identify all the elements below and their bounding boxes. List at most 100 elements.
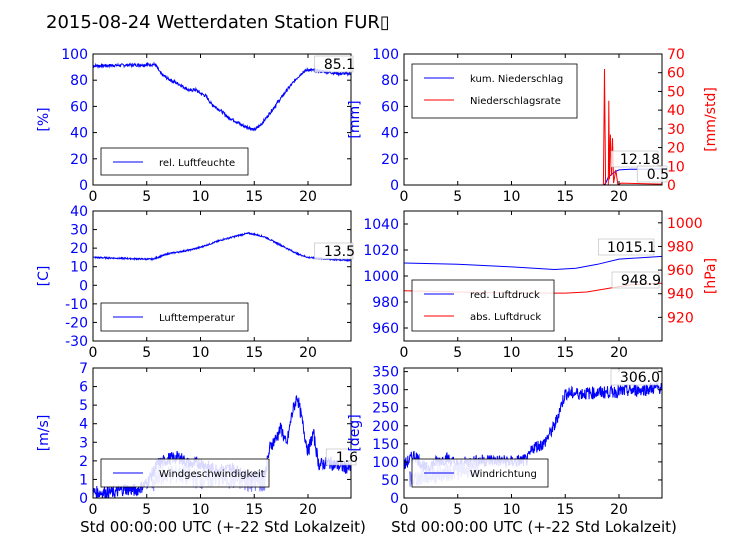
value-label-box [611,271,660,289]
x-tick-label: 20 [610,345,628,361]
value-label-box [325,448,357,466]
series-line-pressure-0 [404,255,662,271]
axes-frame-windspeed [92,367,352,499]
y-axis-label: [mm] [347,100,363,138]
legend-box [411,279,555,332]
value-label-box [636,165,668,183]
y-tick-label: 5 [79,398,88,414]
x-tick-label: 0 [400,502,409,518]
y-tick-label: 1020 [363,243,399,259]
x-tick-label: 10 [503,345,521,361]
x-tick-label: 10 [503,502,521,518]
chart-humidity: 0 5 10 15 20 0 20 40 60 80 100 [%] rel. Luftfeuchte 8… [36,47,355,205]
x-tick-label: 5 [142,345,151,361]
y-tick-label: 0 [79,278,88,294]
x-tick-label: 20 [299,345,317,361]
y-right-tick-label: 40 [667,103,685,119]
x-tick-label: 15 [245,189,263,205]
y-tick-label: 960 [372,321,399,337]
value-label: 85.1 [324,57,355,73]
x-tick-label: 0 [400,345,409,361]
value-label: 12.18 [620,152,660,168]
legend-entry: kum. Niederschlag [470,74,563,85]
series-line-precipitation-0 [404,168,662,185]
y-tick-label: 1000 [363,269,399,285]
y-right-tick-label: 10 [667,159,685,175]
x-tick-label: 10 [192,189,210,205]
value-label-box [610,368,659,386]
x-tick-label: 0 [89,189,98,205]
axes-frame-humidity [92,53,352,186]
y-axis-label-right: [mm/std] [703,87,719,152]
x-tick-label: 20 [299,189,317,205]
y-right-tick-label: 960 [667,263,694,279]
y-right-tick-label: 0 [667,178,676,194]
y-tick-label: 50 [381,473,399,489]
y-tick-label: 150 [372,437,399,453]
x-tick-label: 15 [556,345,574,361]
series-line-winddirection-0 [404,382,662,474]
y-tick-label: 10 [70,260,88,276]
y-tick-label: 0 [390,491,399,507]
axes-frame-winddirection [403,367,663,499]
y-tick-label: 0 [390,178,399,194]
y-tick-label: 200 [372,419,399,435]
value-label: 0.5 [647,167,669,183]
x-tick-label: 20 [610,189,628,205]
x-tick-label: 10 [503,189,521,205]
legend-box [411,63,578,119]
y-tick-label: 250 [372,401,399,417]
y-tick-label: 100 [372,47,399,63]
y-tick-label: 100 [372,455,399,471]
legend-entry: red. Luftdruck [470,290,540,301]
chart-pressure: 0 5 10 15 20 960 980 1000 1020 1040 920 940 960 980 10… [363,210,719,361]
y-axis-label-right: [hPa] [703,258,719,294]
y-tick-label: 300 [372,383,399,399]
x-tick-label: 15 [556,502,574,518]
y-tick-label: 0 [79,491,88,507]
y-right-tick-label: 60 [667,66,685,82]
x-tick-label: 15 [245,502,263,518]
y-tick-label: -30 [65,334,88,350]
series-line-temperature-0 [93,231,351,263]
value-label-box [610,150,659,168]
value-label: 948.9 [621,273,661,289]
chart-precipitation: 0 5 10 15 20 0 20 40 60 80 100 0 10 20 30 40 50 60 70 [mm] [… [347,47,719,205]
y-tick-label: 2 [79,454,88,470]
x-tick-label: 5 [142,189,151,205]
y-axis-label: [deg] [347,414,363,451]
x-tick-label: 0 [89,502,98,518]
x-tick-label: 5 [453,189,462,205]
y-tick-label: 20 [70,152,88,168]
axes-frame-precipitation [403,53,663,186]
x-tick-label: 0 [89,345,98,361]
series-line-precipitation-1 [404,68,662,185]
x-tick-label: 15 [245,345,263,361]
y-tick-label: 6 [79,380,88,396]
value-label-box [314,55,354,73]
legend-entry: rel. Luftfeuchte [159,158,235,169]
y-tick-label: 100 [61,47,88,63]
value-label: 1015.1 [607,240,656,256]
y-tick-label: 80 [381,73,399,89]
legend-entry: Windgeschwindigkeit [159,469,265,480]
value-label-box [598,238,655,256]
x-axis-label-right: Std 00:00:00 UTC (+-22 Std Lokalzeit) [391,518,677,536]
y-right-tick-label: 20 [667,141,685,157]
x-tick-label: 10 [192,345,210,361]
chart-windspeed: 0 5 10 15 2001234567[m/s]Windgeschwindigkeit… [36,361,358,518]
value-label: 1.6 [336,450,358,466]
y-axis-label: [C] [36,266,52,287]
y-tick-label: 60 [70,99,88,115]
x-tick-label: 5 [453,502,462,518]
value-label: 306.0 [620,370,660,386]
x-axis-label-left: Std 00:00:00 UTC (+-22 Std Lokalzeit) [80,518,366,536]
y-tick-label: 980 [372,295,399,311]
y-axis-label: [m/s] [36,415,52,452]
y-tick-label: -10 [65,297,88,313]
y-right-tick-label: 30 [667,122,685,138]
y-tick-label: -20 [65,315,88,331]
y-tick-label: 40 [381,126,399,142]
x-tick-label: 0 [400,189,409,205]
